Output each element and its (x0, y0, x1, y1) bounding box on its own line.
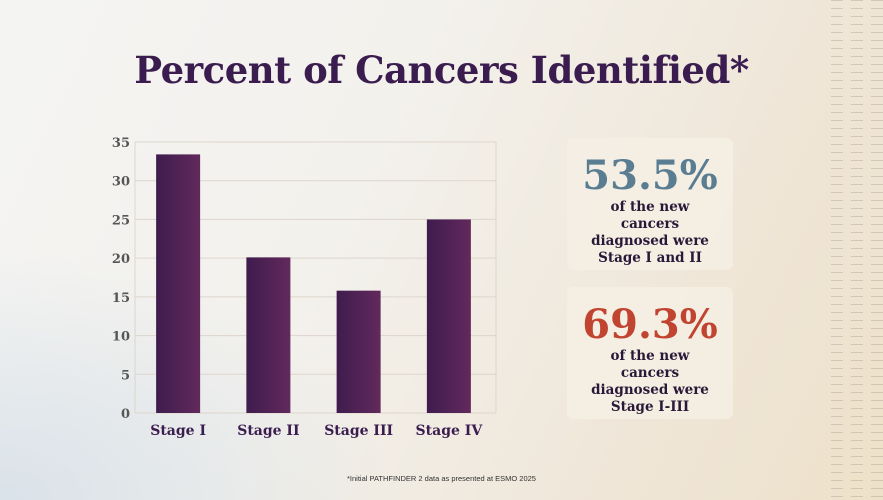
x-tick-label: Stage II (237, 423, 299, 439)
y-tick-label: 20 (112, 252, 130, 267)
stat-description: of the new cancers diagnosed were Stage … (591, 199, 709, 266)
y-tick-label: 15 (112, 291, 130, 306)
y-tick-label: 10 (112, 330, 130, 345)
y-tick-label: 30 (112, 175, 130, 190)
decorative-stripes (831, 0, 883, 500)
stat-description: of the new cancers diagnosed were Stage … (591, 348, 709, 415)
stat-value: 53.5% (582, 152, 718, 199)
bar-stage-iii (336, 290, 381, 413)
stat-value: 69.3% (582, 301, 718, 348)
x-tick-label: Stage I (150, 423, 206, 439)
bar-stage-i (156, 154, 201, 414)
y-tick-label: 25 (112, 213, 130, 228)
page-title: Percent of Cancers Identified* (134, 48, 749, 92)
bar-stage-ii (246, 257, 291, 413)
bar-stage-iv (426, 219, 471, 413)
x-tick-label: Stage III (324, 423, 393, 439)
y-tick-label: 0 (121, 407, 130, 422)
stat-card-stage-i-ii: 53.5% of the new cancers diagnosed were … (567, 138, 733, 270)
y-tick-label: 35 (112, 136, 130, 151)
stat-card-stage-i-iii: 69.3% of the new cancers diagnosed were … (567, 287, 733, 419)
y-tick-label: 5 (121, 368, 130, 383)
x-tick-label: Stage IV (416, 423, 484, 439)
footnote: *Initial PATHFINDER 2 data as presented … (347, 474, 536, 483)
